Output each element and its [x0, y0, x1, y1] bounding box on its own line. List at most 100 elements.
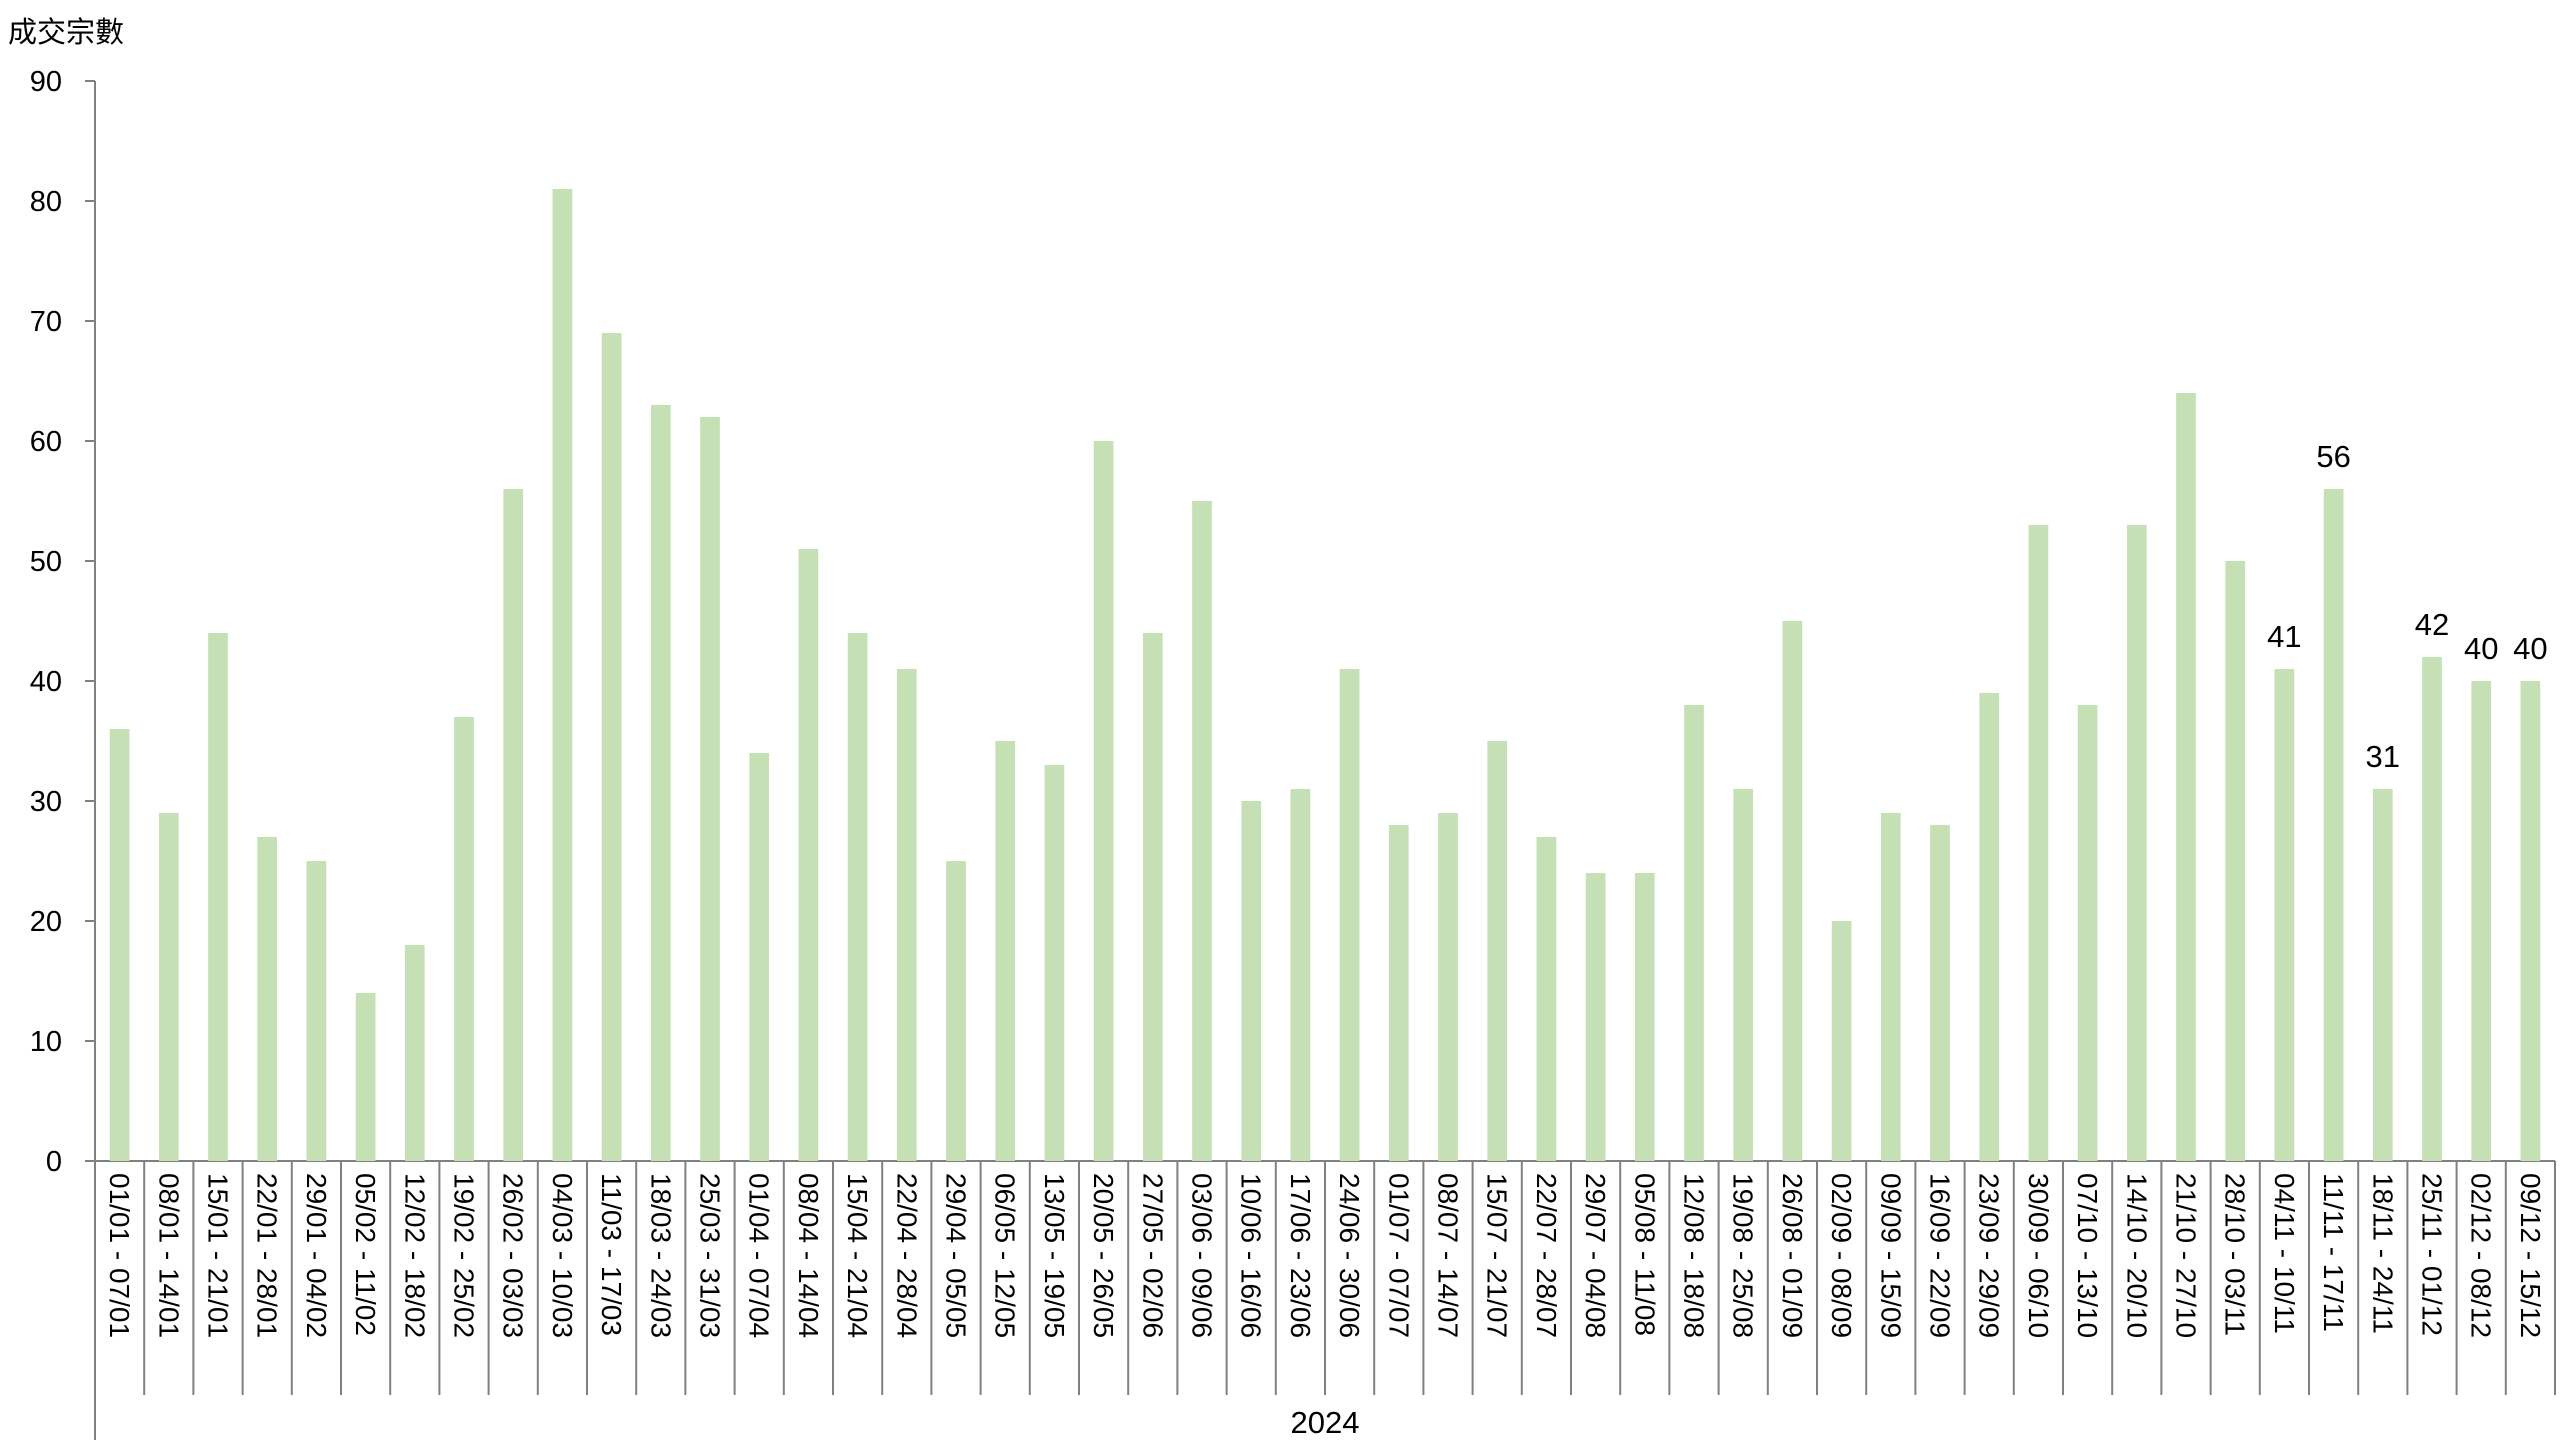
- bar: [749, 753, 770, 1161]
- bar: [1241, 801, 1262, 1161]
- category-label: 23/09 - 29/09: [1974, 1173, 2005, 1338]
- category-label: 17/06 - 23/06: [1285, 1173, 1316, 1338]
- y-axis-title: 成交宗數: [8, 16, 124, 49]
- bar: [1831, 921, 1852, 1161]
- bar: [1684, 705, 1704, 1161]
- category-label: 25/11 - 01/12: [2417, 1173, 2448, 1336]
- bar: [1388, 825, 1409, 1161]
- category-label: 04/11 - 10/11: [2269, 1173, 2300, 1334]
- bar: [1930, 825, 1950, 1161]
- category-label: 25/03 - 31/03: [695, 1173, 726, 1338]
- bar: [2225, 561, 2246, 1161]
- category-label: 19/02 - 25/02: [449, 1173, 480, 1338]
- category-label: 16/09 - 22/09: [1925, 1173, 1956, 1338]
- y-tick-label: 0: [46, 1146, 62, 1178]
- category-label: 12/08 - 18/08: [1679, 1173, 1710, 1338]
- bar: [404, 945, 425, 1161]
- category-label: 20/05 - 26/05: [1088, 1173, 1119, 1338]
- bar: [306, 861, 327, 1161]
- y-tick-label: 50: [30, 546, 62, 578]
- bar: [2274, 669, 2295, 1161]
- category-label: 09/12 - 15/12: [2515, 1173, 2546, 1338]
- category-label: 14/10 - 20/10: [2121, 1173, 2152, 1338]
- category-label: 22/01 - 28/01: [252, 1173, 283, 1338]
- category-label: 21/10 - 27/10: [2171, 1173, 2202, 1338]
- category-label: 30/09 - 06/10: [2023, 1173, 2054, 1338]
- y-tick-label: 70: [30, 306, 62, 338]
- category-label: 19/08 - 25/08: [1728, 1173, 1759, 1338]
- bar: [208, 633, 228, 1161]
- bar: [552, 189, 573, 1161]
- category-label: 18/03 - 24/03: [645, 1173, 676, 1338]
- bar: [355, 993, 376, 1161]
- bar: [1979, 693, 2000, 1161]
- bar: [946, 861, 966, 1161]
- category-label: 05/02 - 11/02: [350, 1173, 381, 1336]
- category-label: 11/03 - 17/03: [596, 1173, 627, 1336]
- bar: [2176, 393, 2196, 1161]
- category-dividers: [94, 1161, 2556, 1395]
- category-label: 07/10 - 13/10: [2072, 1173, 2103, 1338]
- data-label: 40: [2464, 631, 2498, 666]
- category-label: 09/09 - 15/09: [1875, 1173, 1906, 1338]
- category-label: 24/06 - 30/06: [1334, 1173, 1365, 1338]
- data-labels: 41 56 31 42 40 40: [2267, 439, 2547, 774]
- bar: [1487, 741, 1508, 1161]
- bar: [1290, 789, 1311, 1161]
- category-label: 06/05 - 12/05: [990, 1173, 1021, 1338]
- bar: [2520, 681, 2541, 1161]
- category-label: 15/04 - 21/04: [842, 1173, 873, 1338]
- bar: [2028, 525, 2049, 1161]
- bar: [896, 669, 917, 1161]
- bar: [700, 417, 720, 1161]
- category-label: 22/04 - 28/04: [891, 1173, 922, 1338]
- data-label: 56: [2316, 439, 2350, 474]
- category-label: 12/02 - 18/02: [399, 1173, 430, 1338]
- y-tick-label: 60: [30, 426, 62, 458]
- category-label: 08/04 - 14/04: [793, 1173, 824, 1338]
- data-label: 31: [2366, 739, 2400, 774]
- bar: [454, 717, 474, 1161]
- category-labels: 01/01 - 07/01 08/01 - 14/01 15/01 - 21/01 2…: [104, 1173, 2546, 1338]
- category-label: 15/01 - 21/01: [203, 1173, 234, 1338]
- category-label: 29/04 - 05/05: [941, 1173, 972, 1338]
- category-label: 22/07 - 28/07: [1531, 1173, 1562, 1338]
- y-tick-label: 40: [30, 666, 62, 698]
- category-label: 02/12 - 08/12: [2466, 1173, 2497, 1338]
- y-tick-label: 10: [30, 1026, 62, 1058]
- category-label: 29/07 - 04/08: [1580, 1173, 1611, 1338]
- category-label: 29/01 - 04/02: [301, 1173, 332, 1338]
- bar: [1339, 669, 1360, 1161]
- bar: [2323, 489, 2344, 1161]
- bar: [1880, 813, 1901, 1161]
- bar: [2422, 657, 2442, 1161]
- bar: [2471, 681, 2492, 1161]
- category-label: 01/01 - 07/01: [104, 1173, 135, 1338]
- category-label: 02/09 - 08/09: [1826, 1173, 1857, 1338]
- category-label: 28/10 - 03/11: [2220, 1173, 2251, 1336]
- category-label: 26/02 - 03/03: [498, 1173, 529, 1338]
- bar: [2372, 789, 2393, 1161]
- category-label: 11/11 - 17/11: [2318, 1173, 2349, 1332]
- bar: [847, 633, 868, 1161]
- bar: [2126, 525, 2147, 1161]
- y-tick-label: 20: [30, 906, 62, 938]
- category-label: 01/04 - 07/04: [744, 1173, 775, 1338]
- bar: [109, 729, 130, 1161]
- bars: [109, 189, 2541, 1161]
- bar: [1142, 633, 1163, 1161]
- bar: [1782, 621, 1803, 1161]
- bar: [2077, 705, 2098, 1161]
- y-tick-label: 80: [30, 186, 62, 218]
- category-label: 04/03 - 10/03: [547, 1173, 578, 1338]
- data-label: 40: [2513, 631, 2547, 666]
- bar: [601, 333, 622, 1161]
- category-label: 01/07 - 07/07: [1383, 1173, 1414, 1338]
- bar: [1634, 873, 1655, 1161]
- category-label: 05/08 - 11/08: [1629, 1173, 1660, 1336]
- bar: [503, 489, 524, 1161]
- bar: [995, 741, 1016, 1161]
- y-ticks: 0 10 20 30 40 50 60 70 80 90: [30, 66, 95, 1178]
- group-label-year: 2024: [1291, 1405, 1360, 1440]
